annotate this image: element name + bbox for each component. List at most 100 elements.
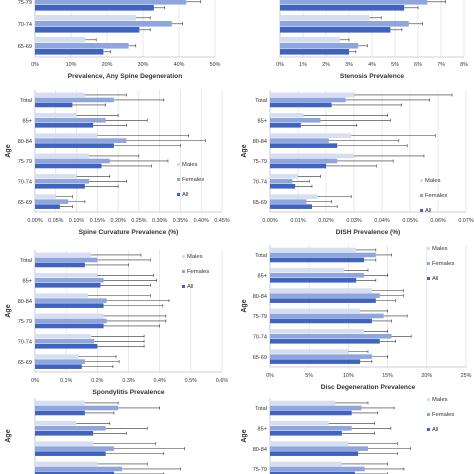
bar-females xyxy=(280,21,409,27)
x-axis-title: Prevalence, Any Spine Degeneration xyxy=(68,73,182,80)
bar-females xyxy=(35,21,172,27)
bar-all xyxy=(35,123,94,128)
legend-label: All xyxy=(432,276,438,282)
x-axis-title: Stenosis Prevalence xyxy=(340,73,404,80)
chart-panel-8: Total 85+ 80-84 75-79 Age Males Females All xyxy=(241,397,454,474)
x-tick-label: 0.40% xyxy=(194,218,209,224)
x-tick-label: 0.00% xyxy=(262,218,277,224)
bar-males xyxy=(270,268,345,273)
chart-panel-6: 0% 5% 10% 15% 20% 25% Total 85+ 80-84 75-79 70-74 6… xyxy=(241,245,472,391)
bar-females xyxy=(270,405,362,411)
bar-all xyxy=(270,278,357,283)
x-tick-label: 0% xyxy=(266,373,274,379)
bar-all xyxy=(270,102,332,108)
x-tick-label: 5% xyxy=(391,62,399,68)
bar-males xyxy=(270,153,354,159)
bar-all xyxy=(35,143,114,148)
legend-label: Females xyxy=(187,269,209,275)
x-tick-label: 0.05% xyxy=(48,218,63,224)
category-label: 75-79 xyxy=(18,0,32,6)
bar-females xyxy=(35,278,104,283)
bar-males xyxy=(270,247,357,253)
y-axis-title: Age xyxy=(5,304,12,317)
chart-panel-7: Age xyxy=(5,398,185,474)
bar-females xyxy=(270,199,307,204)
legend-swatch xyxy=(427,247,430,250)
bar-all xyxy=(280,5,405,11)
category-label: 85+ xyxy=(23,279,33,285)
bar-females xyxy=(35,466,123,472)
category-label: Total xyxy=(20,98,32,104)
bar-females xyxy=(270,118,321,123)
bar-all xyxy=(35,163,102,169)
bar-females xyxy=(35,298,107,303)
category-label: 65-69 xyxy=(253,355,267,361)
category-label: 80-84 xyxy=(253,139,267,145)
bar-all xyxy=(35,344,98,349)
bar-males xyxy=(270,329,365,334)
bar-all xyxy=(35,5,154,11)
x-tick-label: 15% xyxy=(382,373,393,379)
bar-all xyxy=(35,323,104,329)
y-axis-title: Age xyxy=(241,429,248,442)
x-tick-label: 0.2% xyxy=(91,378,103,384)
category-label: 70-74 xyxy=(253,335,267,341)
bar-males xyxy=(270,194,318,199)
legend-swatch xyxy=(427,262,430,265)
legend-swatch xyxy=(177,193,180,196)
legend-label: All xyxy=(432,427,438,433)
bar-males xyxy=(35,113,77,118)
bar-females xyxy=(270,158,338,164)
bar-males xyxy=(35,194,56,199)
bar-all xyxy=(270,184,296,189)
category-label: 70-74 xyxy=(18,340,32,346)
bar-males xyxy=(270,441,349,446)
x-tick-label: 0.3% xyxy=(122,378,134,384)
bar-females xyxy=(35,97,114,103)
x-tick-label: 0% xyxy=(31,378,39,384)
bar-males xyxy=(270,174,298,179)
category-label: 65-69 xyxy=(253,200,267,206)
bar-females xyxy=(35,405,119,411)
bar-males xyxy=(270,133,352,138)
x-tick-label: 0.03% xyxy=(346,218,361,224)
x-tick-label: 0% xyxy=(31,62,39,68)
legend-swatch xyxy=(427,428,430,431)
bar-all xyxy=(35,262,85,268)
bar-females xyxy=(270,334,392,339)
x-tick-label: 0.04% xyxy=(374,218,389,224)
bar-all xyxy=(35,184,85,189)
bar-females xyxy=(280,43,359,49)
bar-females xyxy=(280,0,428,5)
bar-females xyxy=(270,293,380,298)
x-tick-label: 0.01% xyxy=(290,218,305,224)
x-tick-label: 8% xyxy=(460,62,468,68)
category-label: 80-84 xyxy=(253,447,267,453)
bar-females xyxy=(35,138,127,143)
bar-males xyxy=(35,334,92,339)
category-label: 80-84 xyxy=(18,299,32,305)
x-tick-label: 0.4% xyxy=(154,378,166,384)
bar-females xyxy=(35,199,69,204)
bar-males xyxy=(35,153,90,159)
bar-all xyxy=(270,143,338,148)
bar-females xyxy=(35,158,110,164)
x-axis-title: Disc Degeneration Prevalence xyxy=(321,384,416,391)
bar-all xyxy=(35,364,82,369)
x-tick-label: 2% xyxy=(322,62,330,68)
bar-females xyxy=(270,97,346,103)
legend-swatch xyxy=(182,255,185,258)
bar-all xyxy=(35,303,104,308)
x-tick-label: 0.06% xyxy=(430,218,445,224)
bar-females xyxy=(270,273,365,278)
category-label: 80-84 xyxy=(253,294,267,300)
x-tick-label: 0.1% xyxy=(60,378,72,384)
x-tick-label: 0.25% xyxy=(131,218,146,224)
category-label: Total xyxy=(255,253,267,259)
bar-females xyxy=(35,43,129,49)
bar-females xyxy=(35,118,106,123)
bar-males xyxy=(35,421,77,426)
bar-males xyxy=(35,133,98,138)
x-tick-label: 6% xyxy=(414,62,422,68)
category-label: 75-79 xyxy=(253,467,267,473)
